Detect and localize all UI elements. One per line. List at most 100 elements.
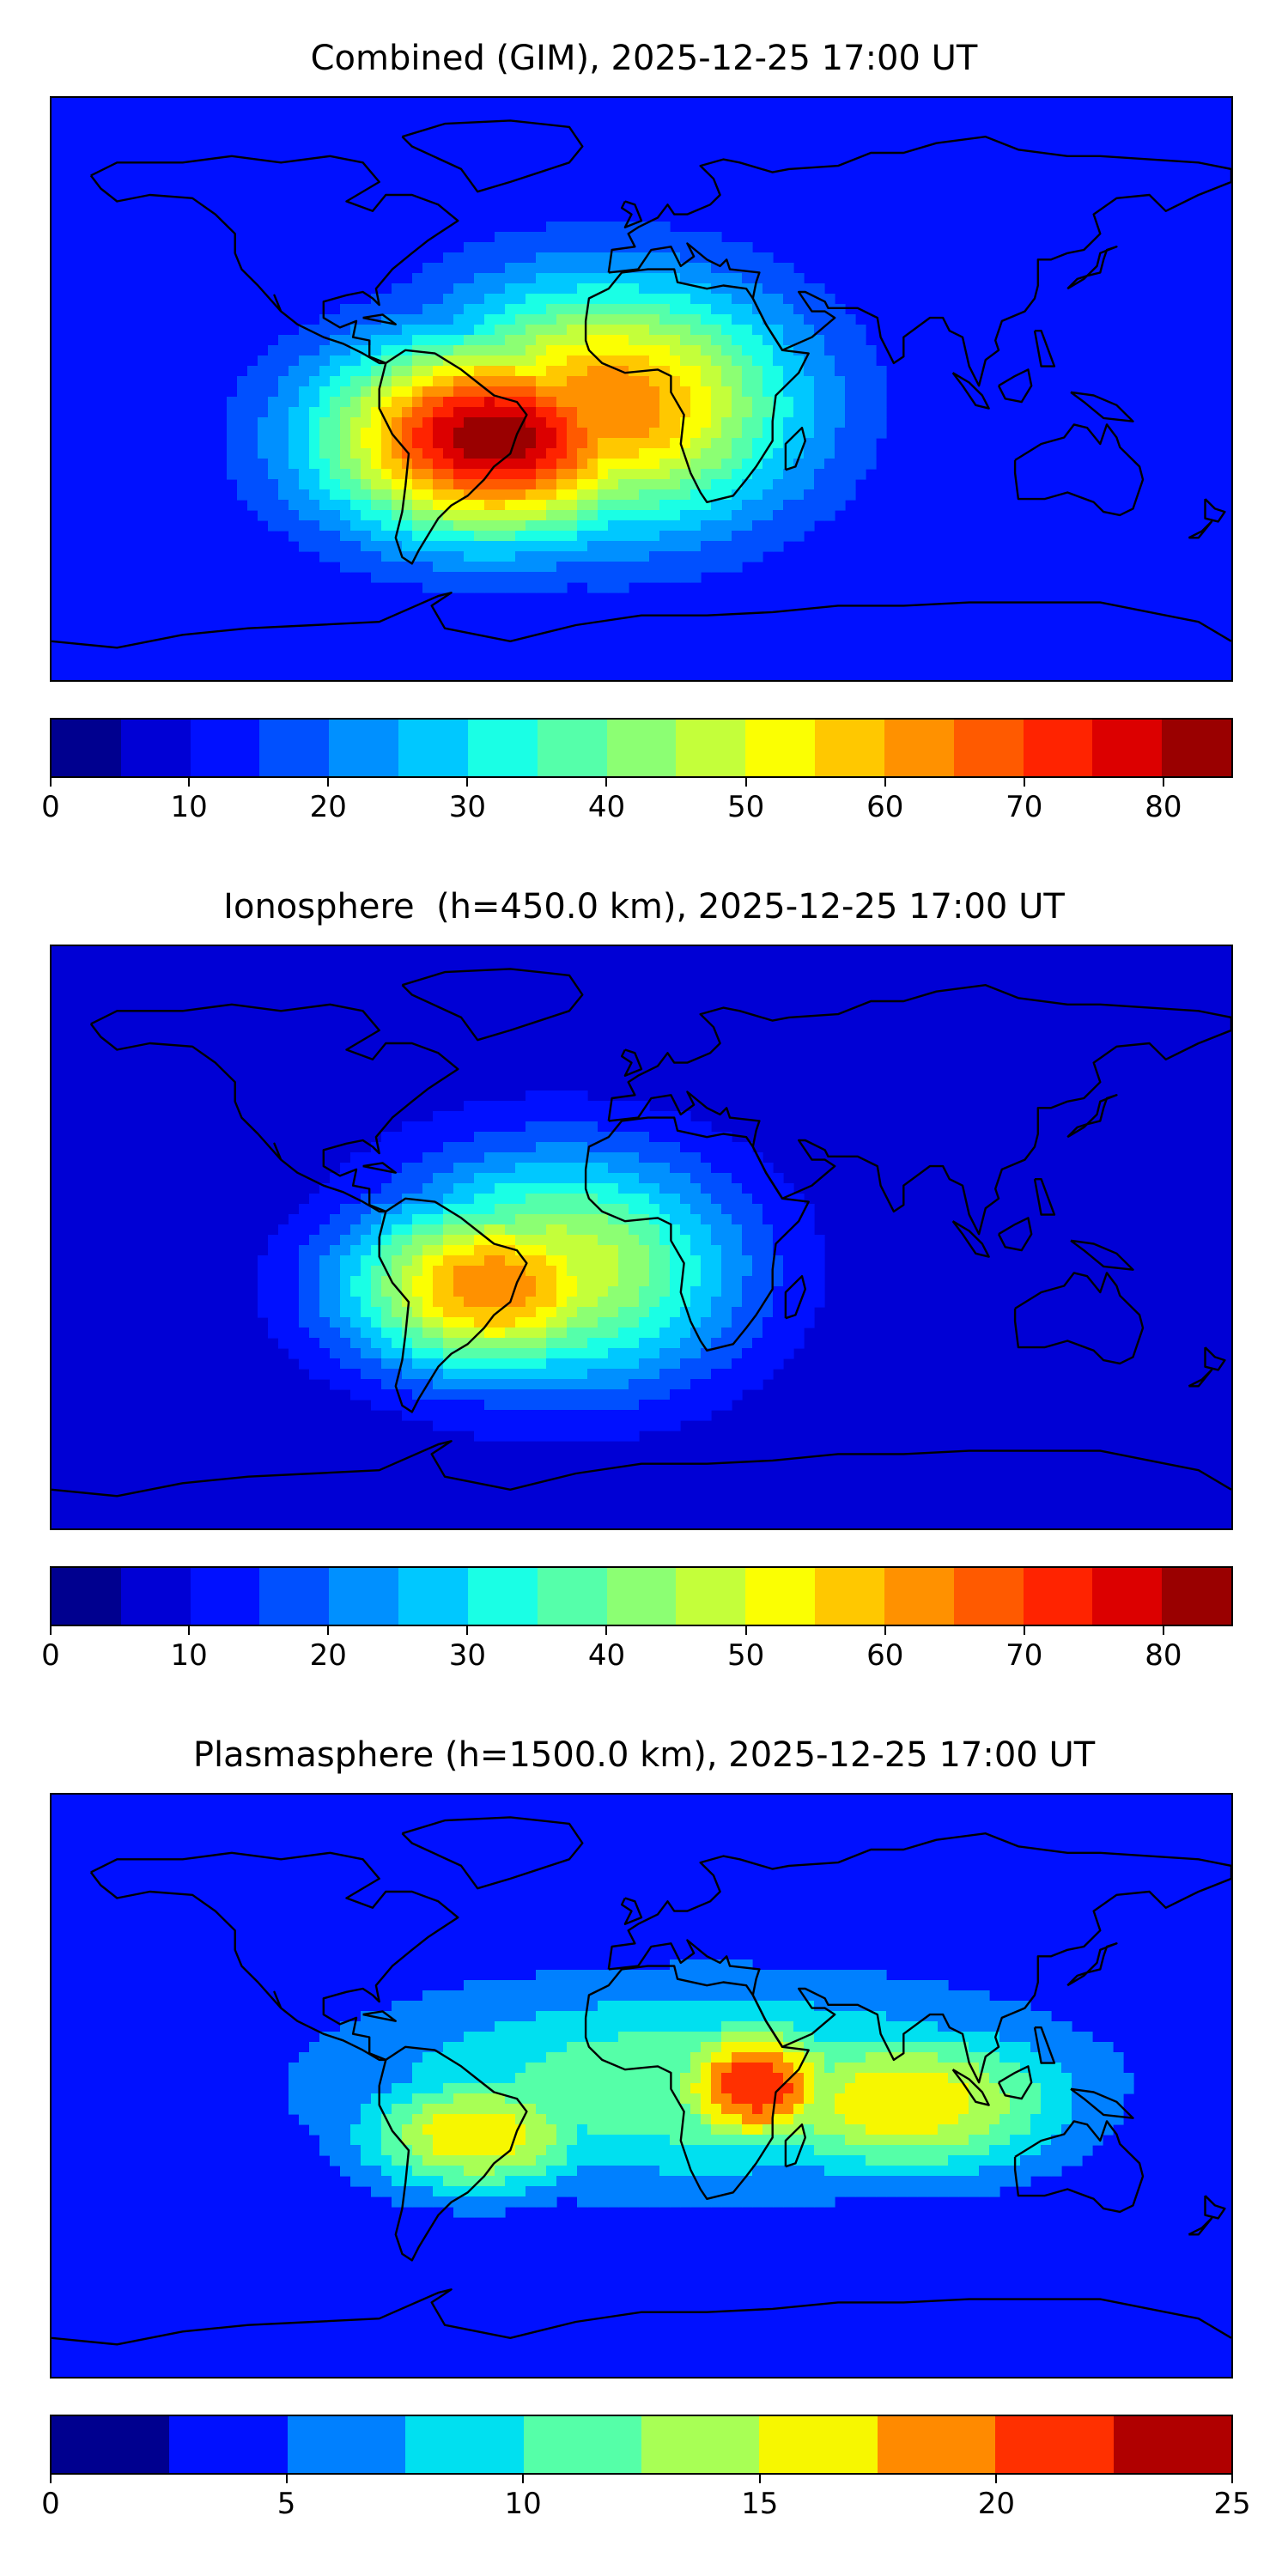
field-cell [381,1389,392,1400]
field-cell [526,562,537,573]
field-cell [567,459,578,470]
field-cell [701,479,712,490]
field-cell [381,2155,392,2166]
field-cell [608,1163,619,1174]
field-cell [381,1348,392,1359]
field-cell [505,1980,516,1991]
field-cell [742,294,753,305]
field-cell [629,2032,640,2043]
field-cell [361,397,372,408]
field-cell [587,1990,598,2002]
field-cell [598,479,609,490]
field-cell [289,2083,300,2094]
field-cell [556,2011,568,2022]
field-cell [422,2124,434,2136]
field-cell [752,541,763,552]
field-cell [659,1183,671,1194]
field-cell [979,2135,990,2146]
field-cell [474,1990,485,2002]
field-cell [381,2145,392,2156]
coastline [951,372,990,410]
field-cell [690,2155,702,2166]
field-cell [670,500,681,511]
field-cell [422,582,434,593]
field-cell [876,2093,887,2105]
field-cell [268,366,279,377]
field-cell [649,2145,660,2156]
field-cell [319,1224,331,1236]
field-cell [526,376,537,387]
field-cell [793,417,805,428]
field-cell [422,1410,434,1421]
field-cell [515,2032,526,2043]
field-cell [350,520,361,532]
field-cell [824,2155,835,2166]
field-cell [1061,2073,1072,2084]
field-cell [938,2114,949,2125]
field-cell [350,1255,361,1267]
field-cell [433,469,444,480]
field-cell [618,500,629,511]
field-cell [618,1204,629,1215]
field-cell [536,1183,547,1194]
field-cell [577,2052,588,2063]
field-cell [392,562,403,573]
field-cell [412,2093,423,2105]
field-cell [484,1183,495,1194]
field-cell [319,1348,331,1359]
field-cell [639,2032,650,2043]
field-cell [577,1327,588,1339]
field-cell [484,1297,495,1308]
field-cell [979,2021,990,2032]
field-cell [948,2042,959,2053]
field-cell [484,1369,495,1380]
field-cell [567,1204,578,1215]
colorbar-ionosphere [50,1566,1233,1626]
field-cell [526,2021,537,2032]
field-cell [289,397,300,408]
field-cell [1041,2083,1052,2094]
field-cell [773,1173,784,1184]
field-cell [855,469,866,480]
field-cell [598,438,609,449]
field-cell [495,1266,506,1277]
field-cell [835,2073,846,2084]
field-cell [443,1369,454,1380]
field-cell [701,428,712,439]
field-cell [711,1307,722,1318]
field-cell [484,1266,495,1277]
field-cell [969,1990,980,2002]
field-cell [659,355,671,367]
field-cell [422,2032,434,2043]
field-cell [752,1194,763,1205]
field-cell [670,1369,681,1380]
field-cell [587,407,598,418]
field-cell [268,1266,279,1277]
field-cell [835,1990,846,2002]
field-cell [690,1410,702,1421]
field-cell [422,386,434,398]
field-cell [464,242,475,253]
field-cell [690,263,702,274]
field-cell [598,335,609,346]
field-cell [598,1400,609,1411]
field-cell [855,417,866,428]
field-cell [721,1307,732,1318]
field-cell [587,469,598,480]
field-cell [814,376,825,387]
field-cell [598,500,609,511]
field-cell [350,2114,361,2125]
field-cell [752,386,763,398]
field-cell [340,407,351,418]
field-cell [453,366,465,377]
field-cell [649,500,660,511]
field-cell [536,510,547,521]
field-cell [804,1970,815,1981]
field-cell [577,1121,588,1133]
field-cell [289,1245,300,1256]
field-cell [515,2083,526,2094]
field-cell [793,520,805,532]
field-cell [536,1091,547,1102]
field-cell [505,2032,516,2043]
field-cell [762,1276,774,1287]
